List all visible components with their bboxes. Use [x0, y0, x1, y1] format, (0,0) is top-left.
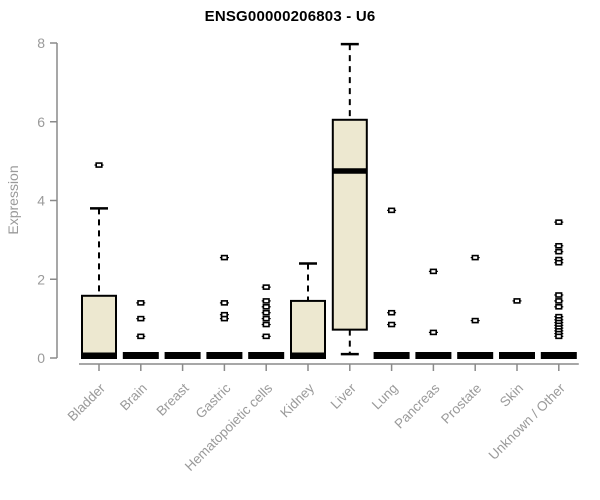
category-label-gastric: Gastric	[193, 380, 234, 421]
outlier-point	[471, 317, 479, 324]
category-label-prostate: Prostate	[438, 381, 484, 427]
y-tick-label: 8	[37, 35, 45, 51]
outlier-point	[262, 284, 270, 290]
collapsed-box	[499, 352, 535, 359]
collapsed-box	[248, 352, 285, 359]
collapsed-box	[206, 352, 243, 359]
collapsed-box	[373, 352, 410, 359]
outlier-point	[262, 321, 270, 328]
y-tick-label: 6	[37, 114, 45, 130]
chart-title: ENSG00000206803 - U6	[204, 8, 376, 25]
outlier-point	[262, 315, 270, 322]
box-unknown-other	[540, 219, 577, 359]
y-tick-label: 4	[37, 193, 45, 209]
collapsed-box	[122, 352, 159, 359]
collapsed-box	[415, 352, 452, 359]
outlier-point	[429, 329, 438, 336]
box-rect	[290, 299, 326, 359]
box-liver	[331, 42, 368, 356]
outlier-point	[387, 309, 396, 316]
category-label-skin: Skin	[497, 381, 526, 410]
category-label-breast: Breast	[154, 380, 192, 418]
box-skin	[499, 298, 535, 359]
box-kidney	[290, 262, 326, 359]
outlier-point	[387, 207, 396, 214]
box-pancreas	[415, 268, 452, 359]
outlier-point	[262, 298, 270, 304]
category-label-unknown-other: Unknown / Other	[486, 380, 569, 463]
category-label-brain: Brain	[117, 381, 150, 414]
outlier-point	[137, 315, 145, 322]
box-breast	[164, 352, 201, 359]
box-brain	[122, 300, 159, 359]
y-tick-label: 0	[37, 350, 45, 366]
outlier-point	[555, 248, 563, 255]
outlier-point	[471, 254, 479, 261]
outlier-point	[555, 333, 563, 340]
outlier-point	[220, 254, 229, 261]
category-label-kidney: Kidney	[277, 380, 317, 420]
outlier-point	[95, 162, 103, 168]
outlier-point	[137, 333, 145, 340]
outlier-point	[429, 268, 438, 275]
outlier-point	[262, 309, 270, 316]
box-prostate	[457, 254, 494, 359]
box-rect	[331, 118, 368, 331]
outlier-point	[555, 259, 563, 266]
box-bladder	[81, 162, 117, 360]
outlier-point	[513, 298, 521, 304]
outlier-point	[220, 300, 229, 306]
category-label-lung: Lung	[369, 381, 401, 413]
outlier-point	[262, 333, 270, 340]
collapsed-box	[457, 352, 494, 359]
outlier-point	[387, 321, 396, 328]
collapsed-box	[164, 352, 201, 359]
outlier-point	[555, 292, 563, 298]
outlier-point	[555, 219, 563, 225]
box-gastric	[206, 254, 243, 359]
outlier-point	[555, 242, 563, 249]
category-label-bladder: Bladder	[65, 380, 109, 424]
outlier-point	[555, 304, 563, 310]
y-axis-label: Expression	[5, 165, 21, 235]
box-lung	[373, 207, 410, 359]
outlier-point	[555, 298, 563, 304]
category-label-pancreas: Pancreas	[392, 380, 443, 431]
outlier-point	[262, 304, 270, 310]
category-label-liver: Liver	[328, 380, 360, 412]
box-hematopoietic-cells	[248, 284, 285, 359]
collapsed-box	[540, 352, 577, 359]
outlier-point	[137, 300, 145, 306]
y-tick-label: 2	[37, 271, 45, 287]
outlier-point	[220, 315, 229, 322]
box-rect	[81, 294, 117, 360]
